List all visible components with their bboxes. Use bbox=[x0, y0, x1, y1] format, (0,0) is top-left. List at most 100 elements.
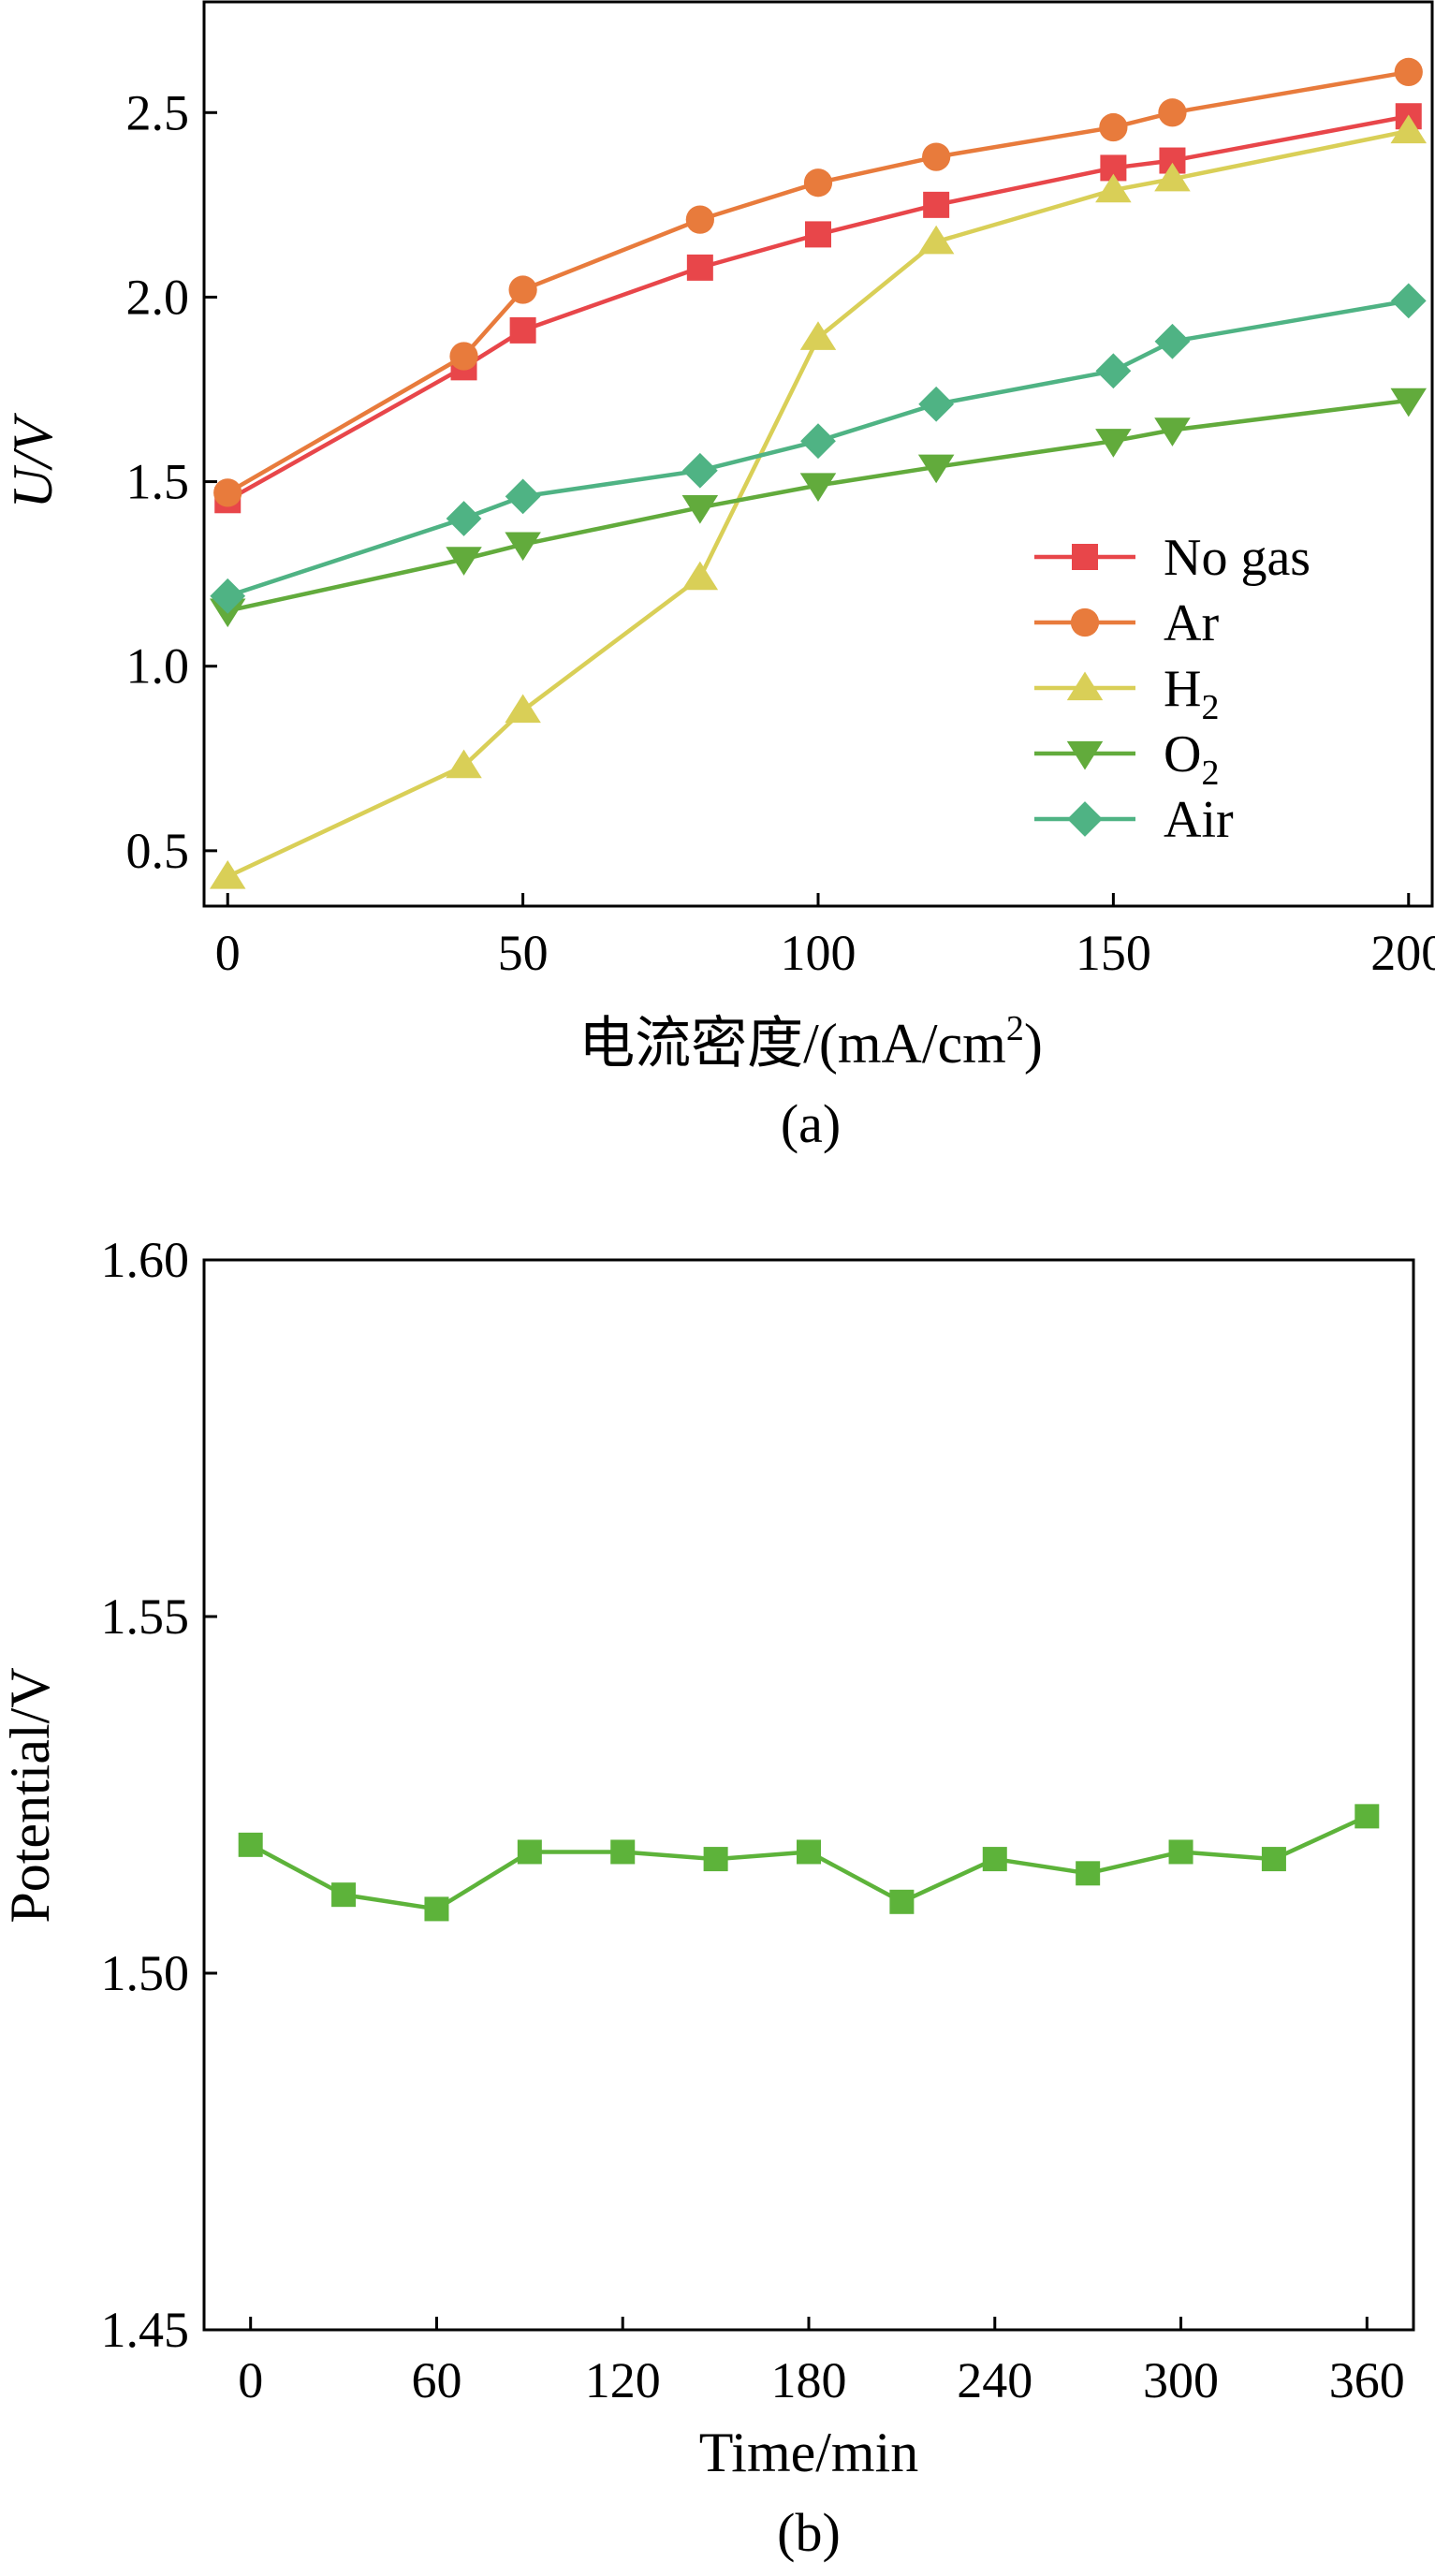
legend-label: H2 bbox=[1164, 660, 1219, 727]
y-tick-label: 1.50 bbox=[101, 1945, 190, 2001]
x-tick-label: 60 bbox=[411, 2352, 461, 2408]
legend-label: No gas bbox=[1164, 529, 1311, 587]
legend-item-air: Air bbox=[1034, 791, 1234, 849]
data-point-potential bbox=[238, 1832, 263, 1857]
legend-item-no-gas: No gas bbox=[1034, 529, 1311, 587]
data-point-air bbox=[918, 386, 955, 422]
data-point-ar bbox=[685, 205, 714, 234]
data-point-ar bbox=[213, 478, 242, 507]
data-point-air bbox=[446, 501, 482, 536]
series-o2 bbox=[209, 388, 1428, 628]
data-point-potential bbox=[1354, 1804, 1380, 1829]
y-tick-label: 1.60 bbox=[101, 1232, 190, 1288]
legend-label: Ar bbox=[1164, 594, 1219, 652]
data-point-air bbox=[681, 452, 718, 489]
chart-b: 0 60 120 180 240 300 360 1.45 1.50 1.55 1.60 Poten… bbox=[0, 1232, 1415, 2563]
x-tick-label: 200 bbox=[1370, 925, 1435, 981]
data-point-o2 bbox=[917, 454, 955, 484]
data-point-o2 bbox=[446, 547, 482, 576]
data-point-air bbox=[210, 578, 246, 614]
data-point-ar bbox=[1158, 98, 1187, 127]
chart-a-x-axis-title: 电流密度/(mA/cm2) bbox=[578, 1009, 1043, 1075]
y-tick-label: 0.5 bbox=[126, 823, 190, 879]
data-point-potential bbox=[331, 1882, 357, 1908]
data-point-air bbox=[1095, 353, 1132, 389]
data-point-no-gas bbox=[509, 316, 536, 344]
data-point-o2 bbox=[1390, 388, 1428, 417]
chart-b-frame bbox=[202, 1258, 1415, 2332]
data-point-h2 bbox=[1154, 162, 1191, 192]
x-tick-label: 180 bbox=[771, 2352, 847, 2408]
x-tick-label: 100 bbox=[781, 925, 857, 981]
y-tick-label: 2.0 bbox=[126, 269, 190, 325]
data-point-o2 bbox=[1095, 429, 1132, 458]
data-point-no-gas bbox=[686, 254, 713, 281]
y-tick-label: 1.0 bbox=[126, 638, 190, 695]
chart-a-series bbox=[209, 57, 1428, 889]
data-point-potential bbox=[703, 1847, 728, 1872]
data-point-potential bbox=[424, 1896, 449, 1922]
data-point-potential bbox=[889, 1889, 915, 1914]
legend-label: O2 bbox=[1164, 725, 1219, 793]
data-point-air bbox=[505, 478, 541, 515]
series-ar bbox=[213, 57, 1423, 507]
data-point-ar bbox=[1394, 57, 1423, 87]
data-point-air bbox=[1154, 323, 1191, 359]
legend-marker-air bbox=[1067, 801, 1103, 837]
data-point-potential bbox=[1168, 1839, 1193, 1865]
x-tick-label: 240 bbox=[957, 2352, 1032, 2408]
legend-marker-o2 bbox=[1066, 740, 1104, 770]
data-point-o2 bbox=[799, 473, 837, 503]
series-air bbox=[210, 283, 1427, 614]
chart-b-series bbox=[238, 1804, 1380, 1922]
legend-label: Air bbox=[1164, 791, 1234, 849]
y-tick-label: 1.5 bbox=[126, 454, 190, 510]
legend-item-ar: Ar bbox=[1034, 594, 1219, 652]
y-tick-label: 1.55 bbox=[101, 1588, 190, 1645]
x-tick-label: 0 bbox=[215, 925, 241, 981]
data-point-h2 bbox=[917, 225, 955, 255]
data-point-potential bbox=[610, 1839, 636, 1865]
chart-a-caption: (a) bbox=[781, 1093, 841, 1154]
data-point-h2 bbox=[681, 561, 719, 591]
data-point-o2 bbox=[1154, 417, 1191, 446]
chart-b-ticks: 0 60 120 180 240 300 360 1.45 1.50 1.55 1.60 bbox=[101, 1232, 1405, 2408]
data-point-ar bbox=[922, 142, 951, 171]
chart-b-caption: (b) bbox=[777, 2502, 841, 2563]
chart-a: 0 50 100 150 200 0.5 1.0 1.5 2.0 2.5 No gas Ar H2O2… bbox=[2, 0, 1435, 1154]
x-tick-label: 0 bbox=[238, 2352, 263, 2408]
data-point-air bbox=[800, 423, 836, 460]
x-tick-label: 150 bbox=[1076, 925, 1151, 981]
data-point-h2 bbox=[1095, 173, 1132, 203]
data-point-potential bbox=[1076, 1861, 1101, 1886]
data-point-potential bbox=[1261, 1847, 1286, 1872]
data-point-h2 bbox=[1390, 114, 1428, 144]
y-tick-label: 1.45 bbox=[101, 2302, 190, 2358]
chart-b-y-axis-title: Potential/V bbox=[0, 1667, 61, 1923]
data-point-no-gas bbox=[923, 191, 950, 218]
data-point-h2 bbox=[209, 859, 246, 889]
legend-marker-h2 bbox=[1066, 671, 1104, 701]
legend-marker-ar bbox=[1070, 607, 1100, 637]
chart-a-ticks: 0 50 100 150 200 0.5 1.0 1.5 2.0 2.5 bbox=[126, 84, 1435, 981]
x-tick-label: 360 bbox=[1329, 2352, 1405, 2408]
data-point-air bbox=[1390, 283, 1427, 319]
data-point-o2 bbox=[681, 495, 719, 524]
x-tick-label: 50 bbox=[498, 925, 549, 981]
data-point-o2 bbox=[505, 532, 541, 562]
legend-marker-no-gas bbox=[1072, 544, 1098, 570]
data-point-h2 bbox=[505, 694, 541, 724]
series-h2 bbox=[209, 114, 1428, 889]
data-point-no-gas bbox=[805, 221, 831, 248]
data-point-potential bbox=[517, 1839, 542, 1865]
data-point-h2 bbox=[446, 749, 482, 779]
data-point-ar bbox=[508, 275, 537, 304]
legend-item-h2: H2 bbox=[1034, 660, 1219, 727]
y-tick-label: 2.5 bbox=[126, 84, 190, 140]
data-point-potential bbox=[982, 1847, 1007, 1872]
x-tick-label: 120 bbox=[585, 2352, 661, 2408]
data-point-ar bbox=[803, 168, 833, 198]
data-point-ar bbox=[1099, 112, 1128, 142]
